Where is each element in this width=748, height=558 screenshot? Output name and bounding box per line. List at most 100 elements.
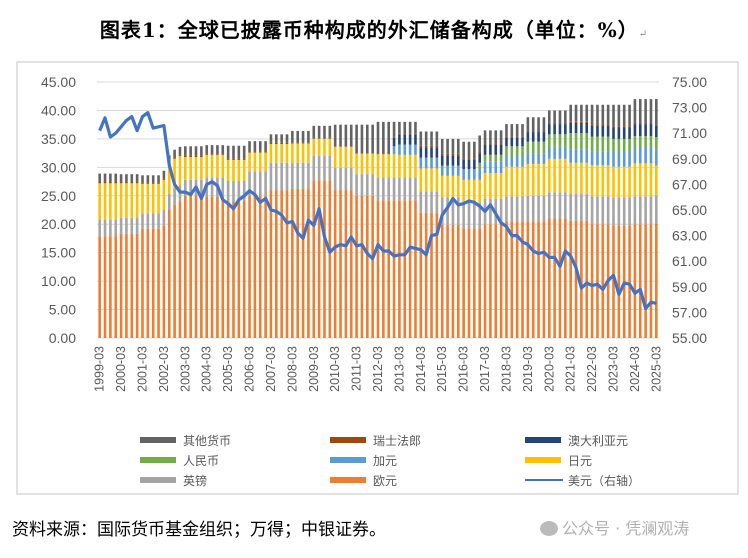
bar-segment	[119, 233, 123, 338]
bar-segment	[585, 162, 589, 195]
bar-segment	[119, 174, 123, 182]
bar-segment	[301, 142, 305, 144]
bar-segment	[135, 233, 139, 338]
bar-segment	[590, 124, 594, 126]
bar-segment	[622, 138, 626, 152]
bar-segment	[184, 146, 187, 156]
bar-segment	[478, 228, 481, 338]
bar-segment	[456, 224, 460, 338]
bar-segment	[510, 146, 514, 157]
bar-segment	[135, 217, 139, 234]
bar-segment	[258, 141, 262, 152]
bar-segment	[403, 133, 407, 135]
bar-segment	[398, 154, 401, 178]
bar-segment	[419, 168, 423, 192]
bar-segment	[328, 138, 332, 156]
bar-segment	[473, 228, 476, 338]
bar-segment	[628, 104, 631, 127]
bar-segment	[564, 158, 567, 193]
bar-segment	[424, 157, 428, 169]
bar-segment	[446, 175, 449, 198]
bar-segment	[430, 157, 433, 169]
bar-segment	[360, 195, 364, 338]
bar-segment	[462, 179, 465, 203]
bar-segment	[531, 141, 535, 154]
x-tick-label: 2020-03	[542, 346, 556, 392]
right-tick-label: 69.00	[672, 151, 707, 167]
bar-segment	[601, 196, 605, 225]
bar-segment	[574, 121, 578, 123]
bar-segment	[456, 153, 460, 156]
bar-segment	[173, 149, 176, 158]
bar-segment	[483, 173, 487, 199]
bar-segment	[521, 124, 524, 137]
bar-segment	[564, 146, 567, 159]
bar-segment	[655, 149, 658, 166]
bar-segment	[499, 143, 503, 145]
bar-segment	[398, 133, 401, 135]
bar-segment	[275, 134, 278, 143]
x-tick-label: 2004-03	[200, 346, 214, 392]
bar-segment	[473, 202, 476, 229]
bar-segment	[146, 213, 150, 229]
bar-segment	[585, 149, 589, 163]
bar-segment	[601, 224, 605, 338]
x-tick-label: 2012-03	[371, 346, 385, 392]
bar-segment	[596, 151, 599, 166]
bar-segment	[280, 190, 283, 338]
bar-segment	[226, 159, 230, 181]
bar-segment	[489, 130, 492, 144]
bar-segment	[194, 146, 198, 156]
bar-segment	[526, 117, 530, 132]
bar-segment	[216, 153, 219, 155]
bar-segment	[467, 179, 471, 203]
bar-segment	[146, 182, 150, 184]
bar-segment	[419, 212, 423, 338]
bar-segment	[285, 162, 289, 191]
legend-label: 美元（右轴）	[568, 473, 640, 488]
bar-segment	[456, 165, 460, 176]
legend-swatch	[330, 437, 366, 443]
bar-segment	[649, 224, 653, 338]
bar-segment	[392, 177, 396, 201]
bar-segment	[531, 117, 535, 132]
bar-segment	[569, 133, 572, 150]
x-tick-label: 2011-03	[350, 346, 364, 391]
bar-segment	[590, 196, 594, 225]
x-tick-label: 2008-03	[285, 346, 299, 392]
bar-segment	[339, 146, 342, 147]
bar-segment	[285, 190, 289, 338]
bar-segment	[510, 166, 514, 197]
bar-segment	[408, 134, 412, 145]
bar-segment	[590, 136, 594, 152]
bar-segment	[644, 124, 647, 137]
bar-segment	[317, 155, 321, 181]
bar-segment	[200, 146, 203, 156]
bar-segment	[649, 136, 653, 148]
bar-segment	[125, 181, 128, 184]
bar-segment	[237, 158, 241, 160]
bar-segment	[232, 158, 235, 160]
bar-segment	[296, 162, 300, 189]
bar-segment	[521, 146, 524, 157]
bar-segment	[542, 117, 546, 132]
bar-segment	[291, 142, 294, 144]
bar-segment	[435, 131, 439, 146]
x-tick-label: 1999-03	[93, 346, 107, 392]
bar-segment	[473, 141, 476, 159]
bar-segment	[617, 138, 621, 152]
bar-segment	[617, 225, 621, 338]
bar-segment	[151, 182, 155, 184]
bar-segment	[317, 138, 321, 139]
bar-segment	[258, 195, 262, 338]
bar-segment	[440, 224, 444, 338]
bar-segment	[553, 110, 556, 123]
bar-segment	[435, 191, 439, 213]
bar-segment	[296, 143, 300, 163]
bar-segment	[291, 188, 294, 338]
bar-segment	[580, 162, 583, 195]
return-mark-icon: ↵	[638, 29, 649, 40]
right-tick-label: 67.00	[672, 176, 707, 192]
bar-segment	[253, 152, 257, 172]
bar-segment	[644, 224, 647, 338]
